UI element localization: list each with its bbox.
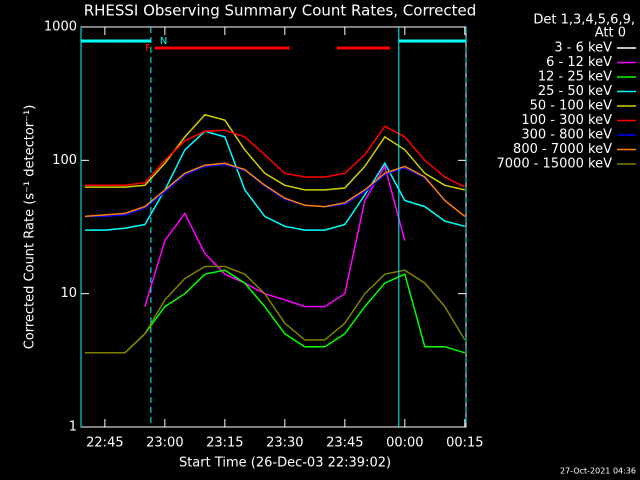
legend-label: 7000 - 15000 keV xyxy=(497,157,613,172)
footer: 27-Oct-2021 04:36 xyxy=(560,467,636,476)
series-line xyxy=(84,269,466,354)
x-axis-label: Start Time (26-Dec-03 22:39:02) xyxy=(179,456,391,471)
flare-label: F xyxy=(145,43,151,54)
night-label: N xyxy=(160,36,167,47)
x-tick-label: 22:45 xyxy=(86,436,123,451)
y-tick-label: 10 xyxy=(60,286,77,301)
legend-header: Att 0 xyxy=(595,26,626,41)
y-tick-label: 1000 xyxy=(44,20,77,35)
series-line xyxy=(84,125,466,188)
legend-label: 100 - 300 keV xyxy=(521,113,612,128)
series-line xyxy=(144,164,406,308)
legend-label: 25 - 50 keV xyxy=(538,84,612,99)
series-line xyxy=(144,179,406,417)
series-line xyxy=(84,130,465,231)
chart-title: RHESSI Observing Summary Count Rates, Co… xyxy=(84,2,477,20)
y-axis-label: Corrected Count Rate (s⁻¹ detector⁻¹) xyxy=(23,105,38,350)
x-tick-label: 00:00 xyxy=(386,436,423,451)
x-tick-label: 23:15 xyxy=(206,436,243,451)
series-line xyxy=(84,113,465,191)
legend-header: Det 1,3,4,5,6,9, xyxy=(533,13,635,28)
x-tick-label: 23:00 xyxy=(146,436,183,451)
x-tick-label: 00:15 xyxy=(446,436,483,451)
plot-frame xyxy=(80,26,467,428)
legend-label: 50 - 100 keV xyxy=(530,99,613,114)
legend-label: 12 - 25 keV xyxy=(538,70,612,85)
legend-label: 300 - 800 keV xyxy=(521,128,612,143)
y-tick-label: 100 xyxy=(52,153,77,168)
series-line xyxy=(84,162,466,218)
legend-label: 800 - 7000 keV xyxy=(513,142,612,157)
legend-label: 6 - 12 keV xyxy=(546,55,612,70)
series-line xyxy=(84,265,466,354)
y-tick-label: 1 xyxy=(69,420,77,435)
x-tick-label: 23:45 xyxy=(326,436,363,451)
x-tick-label: 23:30 xyxy=(266,436,303,451)
series-line xyxy=(84,163,466,218)
legend-label: 3 - 6 keV xyxy=(554,41,612,56)
